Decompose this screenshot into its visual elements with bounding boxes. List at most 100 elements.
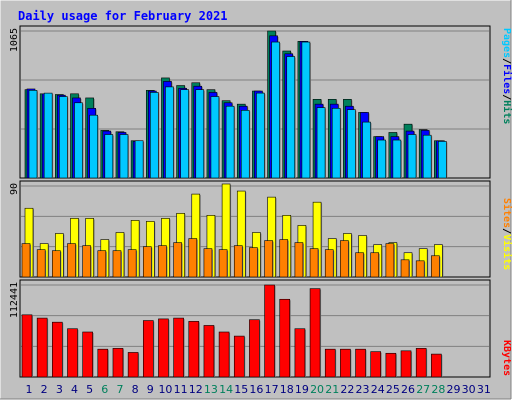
x-tick-label-day-4: 4 — [71, 383, 78, 396]
x-tick-label-day-5: 5 — [86, 383, 93, 396]
sites-bar-day-21 — [324, 249, 334, 278]
kbytes-bar-day-21 — [324, 348, 336, 378]
pages-bar-day-1 — [28, 90, 38, 179]
x-tick-label-day-16: 16 — [249, 383, 263, 396]
kbytes-bar-day-16 — [249, 319, 260, 378]
kbytes-bar-day-1 — [21, 314, 33, 378]
sites-bar-day-4 — [67, 243, 76, 278]
sites-bar-day-27 — [415, 260, 425, 278]
panel-3-y-max-label: 112441 — [9, 282, 20, 318]
panel-2-y-max-label: 90 — [9, 183, 20, 195]
sites-bar-day-10 — [158, 245, 167, 278]
kbytes-bar-day-6 — [97, 348, 109, 378]
axis-label-part-1-1: / — [501, 58, 512, 64]
x-tick-label-day-13: 13 — [204, 383, 218, 396]
x-tick-label-day-11: 11 — [174, 383, 188, 396]
x-tick-label-day-2: 2 — [41, 383, 48, 396]
kbytes-bar-day-25 — [385, 352, 397, 378]
panel-3-axis-label: KBytes — [501, 340, 512, 376]
pages-bar-day-3 — [59, 96, 68, 179]
sites-bar-day-8 — [127, 249, 137, 278]
chart-title: Daily usage for February 2021 — [18, 9, 228, 23]
pages-bar-day-23 — [362, 121, 371, 179]
sites-bar-day-15 — [233, 245, 243, 278]
x-tick-label-day-19: 19 — [295, 383, 309, 396]
kbytes-bar-day-22 — [340, 348, 351, 378]
x-tick-label-day-30: 30 — [462, 383, 476, 396]
pages-bar-day-15 — [240, 110, 250, 179]
sites-bar-day-11 — [173, 242, 182, 278]
kbytes-bar-day-24 — [370, 351, 382, 378]
x-tick-label-day-24: 24 — [371, 383, 385, 396]
axis-label-part-2-2: Visits — [501, 234, 512, 270]
pages-bar-day-14 — [225, 105, 235, 179]
sites-bar-day-26 — [400, 259, 410, 278]
sites-bar-day-7 — [112, 250, 122, 278]
x-tick-label-day-6: 6 — [101, 383, 108, 396]
kbytes-bar-day-4 — [67, 328, 78, 378]
sites-bar-day-17 — [264, 240, 273, 278]
x-tick-label-day-3: 3 — [56, 383, 63, 396]
sites-bar-day-19 — [294, 242, 304, 278]
x-tick-label-day-10: 10 — [158, 383, 172, 396]
pages-bar-day-11 — [180, 89, 189, 179]
sites-bar-day-22 — [340, 240, 349, 278]
sites-bar-day-9 — [142, 246, 152, 278]
kbytes-bar-day-28 — [431, 353, 442, 378]
kbytes-bar-day-20 — [309, 288, 321, 378]
x-tick-label-day-20: 20 — [310, 383, 324, 396]
pages-bar-day-28 — [438, 141, 447, 179]
sites-bar-day-25 — [385, 243, 395, 278]
pages-bar-day-25 — [392, 139, 402, 179]
kbytes-bar-day-26 — [400, 350, 412, 378]
x-tick-label-day-8: 8 — [132, 383, 139, 396]
x-tick-label-day-7: 7 — [116, 383, 123, 396]
pages-bar-day-6 — [104, 134, 114, 179]
sites-bar-day-2 — [36, 249, 46, 278]
pages-bar-day-7 — [119, 134, 129, 179]
panel-kbytes: 112441 KBytes — [9, 279, 512, 378]
sites-bar-day-23 — [355, 252, 364, 278]
kbytes-bar-day-2 — [36, 317, 48, 378]
axis-label-part-1-3: / — [501, 94, 512, 100]
sites-bar-day-28 — [431, 255, 440, 278]
pages-bar-day-21 — [331, 107, 341, 179]
x-tick-label-day-18: 18 — [280, 383, 294, 396]
kbytes-bar-day-14 — [218, 331, 230, 378]
kbytes-bar-day-15 — [233, 335, 245, 378]
kbytes-bar-day-10 — [158, 318, 169, 378]
pages-bar-day-5 — [89, 114, 98, 179]
kbytes-bar-day-5 — [82, 331, 93, 378]
pages-bar-day-12 — [195, 89, 205, 179]
sites-bar-day-6 — [97, 250, 107, 278]
sites-bar-day-16 — [249, 247, 258, 278]
x-tick-label-day-9: 9 — [147, 383, 154, 396]
axis-label-part-2-0: Sites — [501, 198, 512, 228]
sites-bar-day-1 — [21, 243, 31, 278]
kbytes-bar-day-23 — [355, 348, 366, 378]
kbytes-bar-day-19 — [294, 328, 306, 378]
x-tick-label-day-23: 23 — [356, 383, 370, 396]
axis-label-part-2-1: / — [501, 228, 512, 234]
sites-bar-day-13 — [203, 248, 213, 278]
pages-bar-day-4 — [74, 102, 83, 179]
axis-label-part-1-0: Pages — [501, 28, 512, 58]
sites-bar-day-18 — [279, 239, 289, 278]
pages-bar-day-16 — [256, 92, 265, 179]
sites-bar-day-3 — [52, 250, 61, 278]
kbytes-bar-day-17 — [264, 284, 275, 378]
x-tick-label-day-1: 1 — [26, 383, 33, 396]
sites-bar-day-5 — [82, 245, 91, 278]
axis-label-part-1-4: Hits — [501, 100, 512, 124]
kbytes-bar-day-18 — [279, 298, 291, 378]
sites-bar-day-14 — [218, 249, 228, 278]
x-tick-label-day-28: 28 — [431, 383, 445, 396]
axis-label-part-1-2: Files — [501, 64, 512, 94]
pages-bar-day-8 — [134, 140, 144, 179]
pages-bar-day-19 — [301, 41, 311, 179]
x-tick-label-day-26: 26 — [401, 383, 415, 396]
x-tick-label-day-17: 17 — [265, 383, 279, 396]
x-tick-label-day-21: 21 — [325, 383, 339, 396]
kbytes-bar-day-12 — [188, 321, 200, 378]
